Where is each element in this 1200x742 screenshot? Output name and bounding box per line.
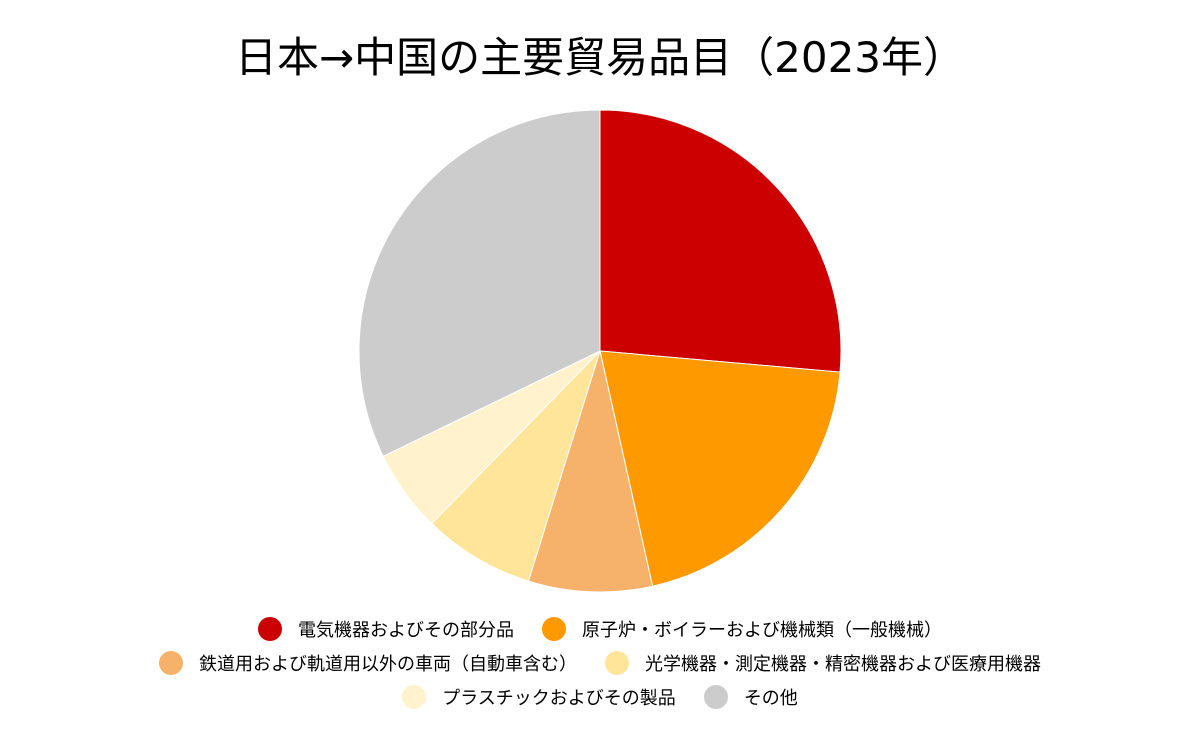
legend-label: プラスチックおよびその製品 xyxy=(442,688,676,709)
legend-item-plastics: プラスチックおよびその製品 xyxy=(402,684,676,710)
legend-row: 鉄道用および軌道用以外の車両（自動車含む） 光学機器・測定機器・精密機器および医… xyxy=(0,646,1200,680)
pie-slice-5 xyxy=(358,109,601,458)
pie-slice-2 xyxy=(527,349,654,593)
legend-item-other: その他 xyxy=(703,684,798,710)
pie-slice-1 xyxy=(599,350,841,587)
legend-label: 光学機器・測定機器・精密機器および医療用機器 xyxy=(645,654,1041,675)
legend-item-optical: 光学機器・測定機器・精密機器および医療用機器 xyxy=(605,650,1041,676)
legend-row: 電気機器およびその部分品 原子炉・ボイラーおよび機械類（一般機械） xyxy=(0,612,1200,646)
legend-swatch xyxy=(402,685,427,709)
chart-title: 日本→中国の主要貿易品目（2023年） xyxy=(234,33,966,82)
legend-swatch xyxy=(542,617,566,641)
legend: 電気機器およびその部分品 原子炉・ボイラーおよび機械類（一般機械） 鉄道用および… xyxy=(0,612,1200,714)
legend-swatch xyxy=(159,651,183,675)
legend-swatch xyxy=(258,617,282,641)
pie-slice-0 xyxy=(599,109,842,373)
legend-label: その他 xyxy=(743,688,798,709)
pie-slice-3 xyxy=(431,350,601,582)
legend-item-vehicles: 鉄道用および軌道用以外の車両（自動車含む） xyxy=(159,650,577,676)
legend-item-machinery: 原子炉・ボイラーおよび機械類（一般機械） xyxy=(542,616,942,642)
legend-label: 鉄道用および軌道用以外の車両（自動車含む） xyxy=(199,654,577,675)
legend-label: 原子炉・ボイラーおよび機械類（一般機械） xyxy=(582,620,942,641)
legend-swatch xyxy=(605,651,629,675)
legend-swatch xyxy=(703,685,728,709)
legend-label: 電気機器およびその部分品 xyxy=(298,620,514,641)
legend-row: プラスチックおよびその製品 その他 xyxy=(0,680,1200,714)
legend-item-electrical: 電気機器およびその部分品 xyxy=(258,616,514,642)
